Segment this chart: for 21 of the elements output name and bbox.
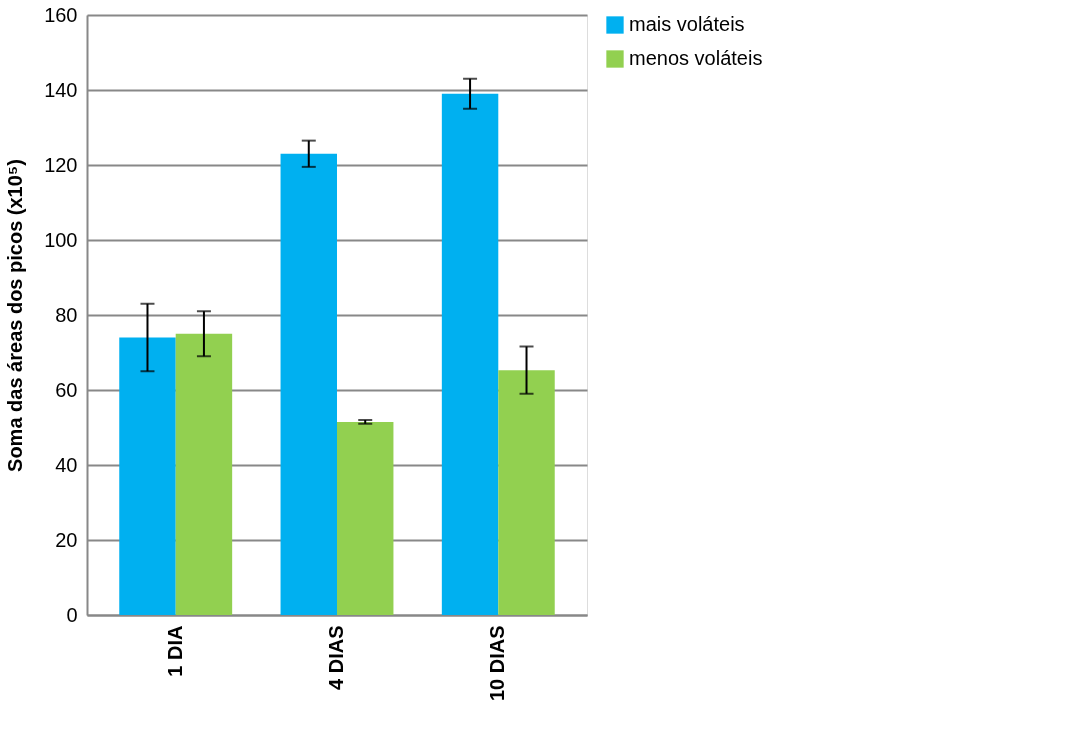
x-tick-label: 1 DIA [163, 625, 186, 677]
y-tick-label: 80 [55, 303, 78, 326]
y-tick-label: 140 [44, 78, 78, 101]
y-tick-label: 160 [44, 3, 78, 26]
x-tick-label: 4 DIAS [325, 625, 347, 690]
y-tick-label: 100 [44, 228, 78, 251]
bar [175, 333, 233, 615]
bar [441, 93, 499, 615]
y-tick-label: 20 [55, 528, 78, 551]
y-axis-title: Soma das áreas dos picos (x10⁵) [4, 159, 27, 472]
bar [498, 370, 555, 615]
y-tick-label: 120 [44, 153, 78, 176]
y-tick-label: 60 [55, 378, 78, 401]
legend-label: mais voláteis [629, 13, 745, 35]
bar [337, 421, 394, 615]
y-tick-label: 40 [55, 453, 78, 476]
bar [119, 337, 176, 615]
legend-label: menos voláteis [629, 47, 763, 69]
x-tick-label: 10 DIAS [486, 625, 509, 702]
y-tick-label: 0 [66, 603, 78, 626]
bar [280, 153, 337, 615]
